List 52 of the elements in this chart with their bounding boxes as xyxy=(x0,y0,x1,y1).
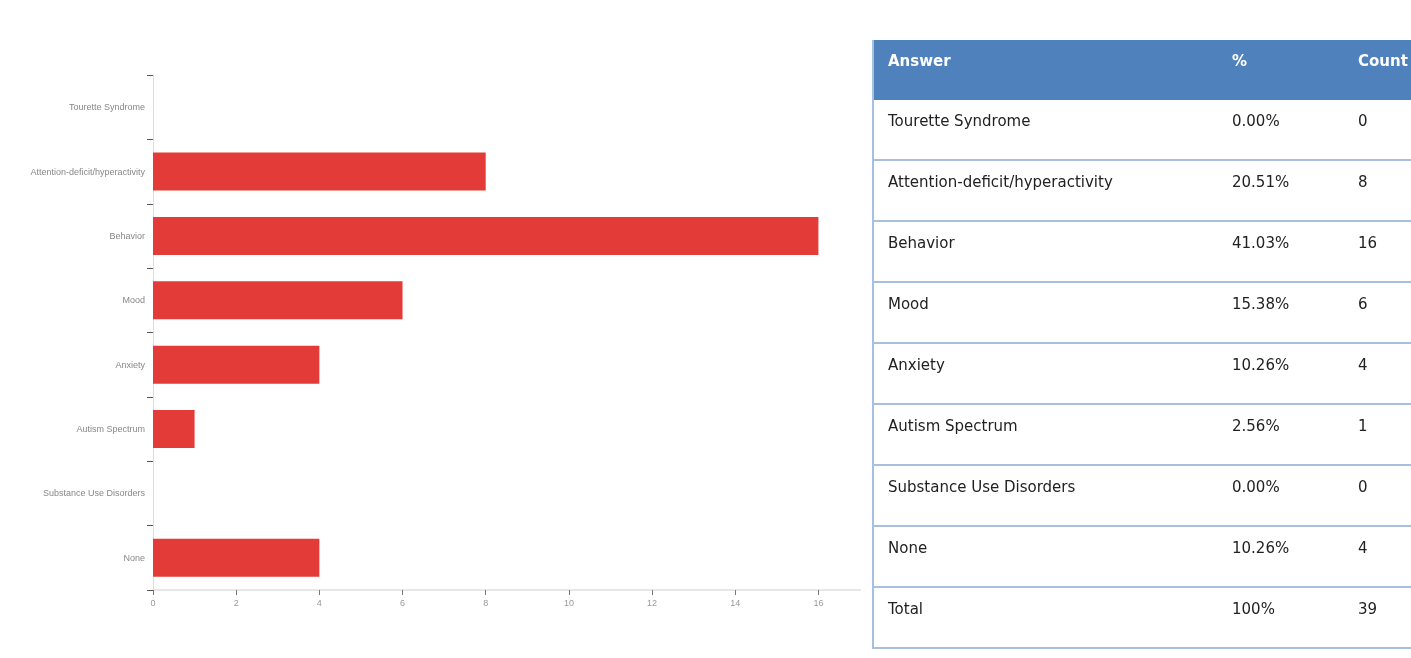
text: Count xyxy=(1344,40,1411,100)
data-label: 4 xyxy=(1344,343,1411,404)
x-tick-label: 4 xyxy=(316,597,322,608)
text: 100% xyxy=(1218,587,1344,648)
x-tick-label: 8 xyxy=(483,597,489,608)
y-tick-label: Substance Use Disorders xyxy=(42,488,146,499)
x-tick-label: 16 xyxy=(813,597,824,608)
bar xyxy=(153,410,195,449)
category-label: Anxiety xyxy=(873,343,1218,404)
y-tick-label: Tourette Syndrome xyxy=(68,102,145,113)
bar xyxy=(153,538,320,577)
x-tick-label: 2 xyxy=(233,597,239,608)
text: Answer xyxy=(873,40,1218,100)
category-label: Tourette Syndrome xyxy=(873,100,1218,160)
bar xyxy=(153,345,320,384)
data-label: 8 xyxy=(1344,160,1411,221)
category-label: Attention-deficit/hyperactivity xyxy=(873,160,1218,221)
y-tick-label: Mood xyxy=(122,295,145,306)
y-tick-label: Anxiety xyxy=(115,359,146,370)
y-tick-label: Behavior xyxy=(109,230,145,241)
category-label: Autism Spectrum xyxy=(873,404,1218,465)
data-label: 0 xyxy=(1344,465,1411,526)
data-label: 10.26% xyxy=(1218,343,1344,404)
data-label: 41.03% xyxy=(1218,221,1344,282)
data-label: 1 xyxy=(1344,404,1411,465)
y-tick-label: Autism Spectrum xyxy=(76,424,145,435)
text: % xyxy=(1218,40,1344,100)
category-label: Mood xyxy=(873,282,1218,343)
data-label: 10.26% xyxy=(1218,526,1344,587)
category-label: None xyxy=(873,526,1218,587)
x-tick-label: 0 xyxy=(150,597,156,608)
y-tick-label: Attention-deficit/hyperactivity xyxy=(30,166,146,177)
x-tick-label: 12 xyxy=(647,597,658,608)
data-label: 0 xyxy=(1344,100,1411,160)
bar xyxy=(153,152,486,191)
data-label: 16 xyxy=(1344,221,1411,282)
text: Total xyxy=(873,587,1218,648)
data-label: 15.38% xyxy=(1218,282,1344,343)
x-tick-label: 10 xyxy=(563,597,574,608)
bar xyxy=(153,216,819,255)
category-label: Substance Use Disorders xyxy=(873,465,1218,526)
bar xyxy=(153,281,403,320)
data-label: 2.56% xyxy=(1218,404,1344,465)
text: 39 xyxy=(1344,587,1411,648)
category-label: Behavior xyxy=(873,221,1218,282)
y-tick-label: None xyxy=(123,552,145,563)
data-label: 20.51% xyxy=(1218,160,1344,221)
data-label: 0.00% xyxy=(1218,100,1344,160)
x-tick-label: 14 xyxy=(730,597,741,608)
x-tick-label: 6 xyxy=(400,597,406,608)
data-label: 0.00% xyxy=(1218,465,1344,526)
data-label: 6 xyxy=(1344,282,1411,343)
